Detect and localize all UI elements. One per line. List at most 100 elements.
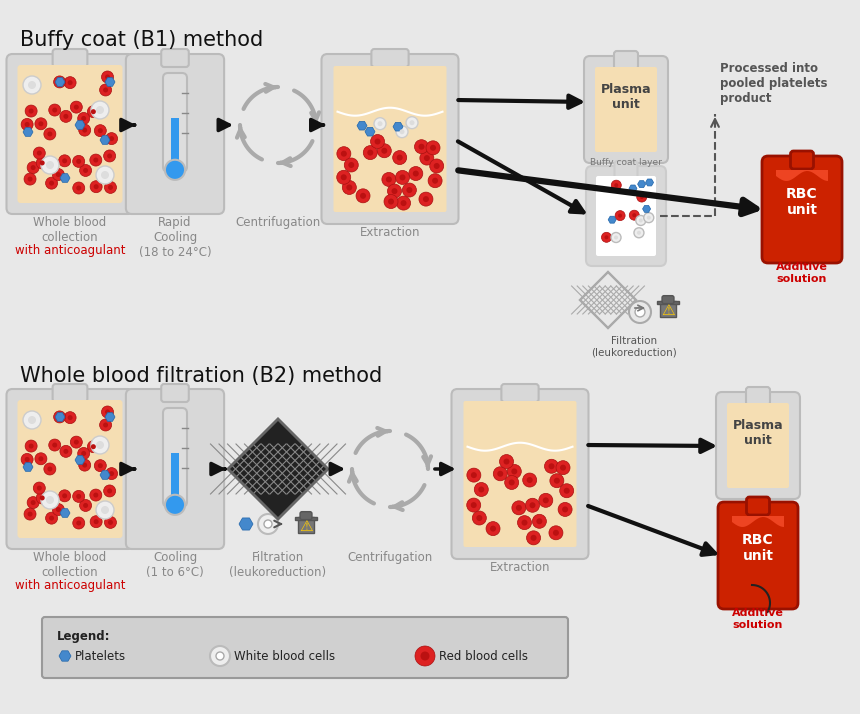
Text: Extraction: Extraction	[489, 561, 550, 574]
Circle shape	[56, 172, 61, 177]
Circle shape	[637, 231, 641, 235]
Circle shape	[96, 166, 114, 184]
Circle shape	[89, 154, 101, 166]
Text: Platelets: Platelets	[75, 650, 126, 663]
Circle shape	[478, 486, 484, 493]
FancyBboxPatch shape	[501, 384, 538, 402]
Circle shape	[344, 158, 359, 172]
Circle shape	[100, 84, 112, 96]
Polygon shape	[365, 127, 375, 136]
Polygon shape	[228, 419, 328, 519]
Circle shape	[647, 216, 651, 220]
Circle shape	[71, 436, 83, 448]
Circle shape	[341, 174, 347, 180]
Text: Extraction: Extraction	[359, 226, 421, 239]
Circle shape	[467, 468, 481, 482]
Circle shape	[396, 154, 402, 161]
Circle shape	[525, 498, 539, 512]
Circle shape	[49, 181, 54, 186]
Circle shape	[103, 150, 115, 162]
Circle shape	[37, 486, 42, 491]
Circle shape	[611, 180, 621, 190]
Bar	[660, 301, 676, 317]
Circle shape	[101, 506, 109, 514]
Circle shape	[44, 128, 56, 140]
FancyBboxPatch shape	[718, 502, 798, 609]
Text: Red blood cells: Red blood cells	[439, 650, 528, 663]
Circle shape	[41, 156, 59, 174]
Circle shape	[636, 192, 647, 202]
Circle shape	[64, 449, 69, 454]
Circle shape	[634, 228, 644, 238]
Text: with anticoagulant: with anticoagulant	[15, 244, 126, 257]
FancyBboxPatch shape	[746, 387, 770, 405]
FancyBboxPatch shape	[464, 401, 576, 547]
Circle shape	[53, 411, 65, 423]
Circle shape	[512, 501, 525, 515]
Circle shape	[165, 495, 185, 515]
Circle shape	[77, 494, 81, 499]
Polygon shape	[239, 518, 253, 530]
FancyBboxPatch shape	[300, 512, 312, 520]
FancyBboxPatch shape	[126, 389, 224, 549]
FancyBboxPatch shape	[7, 389, 133, 549]
Circle shape	[375, 139, 380, 144]
Polygon shape	[608, 216, 616, 223]
Circle shape	[553, 530, 559, 536]
Circle shape	[360, 193, 366, 198]
Circle shape	[615, 211, 625, 221]
Circle shape	[494, 467, 507, 481]
Circle shape	[73, 491, 84, 503]
Circle shape	[96, 106, 104, 114]
Circle shape	[103, 485, 115, 497]
Circle shape	[408, 166, 423, 181]
Circle shape	[560, 465, 566, 471]
Circle shape	[523, 473, 537, 487]
Circle shape	[31, 500, 35, 505]
Circle shape	[90, 181, 102, 193]
Circle shape	[384, 194, 398, 208]
Circle shape	[415, 646, 435, 666]
Circle shape	[562, 506, 568, 513]
Circle shape	[614, 236, 618, 239]
Circle shape	[46, 161, 54, 169]
Text: Rapid
Cooling
(18 to 24°C): Rapid Cooling (18 to 24°C)	[138, 216, 212, 259]
FancyBboxPatch shape	[614, 51, 638, 69]
Polygon shape	[642, 206, 650, 212]
Circle shape	[91, 101, 109, 119]
Circle shape	[348, 162, 354, 168]
FancyBboxPatch shape	[334, 66, 446, 212]
Circle shape	[25, 122, 29, 127]
Text: Centrifugation: Centrifugation	[347, 551, 433, 564]
Polygon shape	[105, 78, 115, 86]
Circle shape	[105, 410, 110, 415]
Circle shape	[74, 105, 79, 110]
Circle shape	[104, 516, 116, 528]
Circle shape	[549, 463, 555, 469]
Bar	[296, 517, 316, 520]
Text: Filtration
(leukoreduction): Filtration (leukoreduction)	[591, 336, 677, 358]
Circle shape	[28, 416, 36, 424]
Circle shape	[467, 498, 481, 512]
Text: RBC
unit: RBC unit	[742, 533, 774, 563]
Circle shape	[396, 171, 409, 184]
Circle shape	[601, 232, 611, 242]
Circle shape	[521, 520, 527, 526]
Circle shape	[508, 480, 514, 486]
FancyBboxPatch shape	[52, 384, 88, 402]
Circle shape	[378, 144, 391, 158]
Circle shape	[381, 148, 387, 154]
Circle shape	[210, 646, 230, 666]
Circle shape	[22, 119, 34, 131]
Circle shape	[378, 121, 383, 126]
Circle shape	[516, 505, 522, 511]
Circle shape	[563, 488, 569, 494]
Circle shape	[406, 116, 418, 129]
Circle shape	[31, 165, 35, 170]
Circle shape	[53, 76, 65, 88]
Circle shape	[503, 458, 509, 465]
Circle shape	[337, 170, 351, 184]
Circle shape	[423, 196, 429, 202]
Circle shape	[83, 168, 88, 173]
Circle shape	[374, 118, 386, 130]
